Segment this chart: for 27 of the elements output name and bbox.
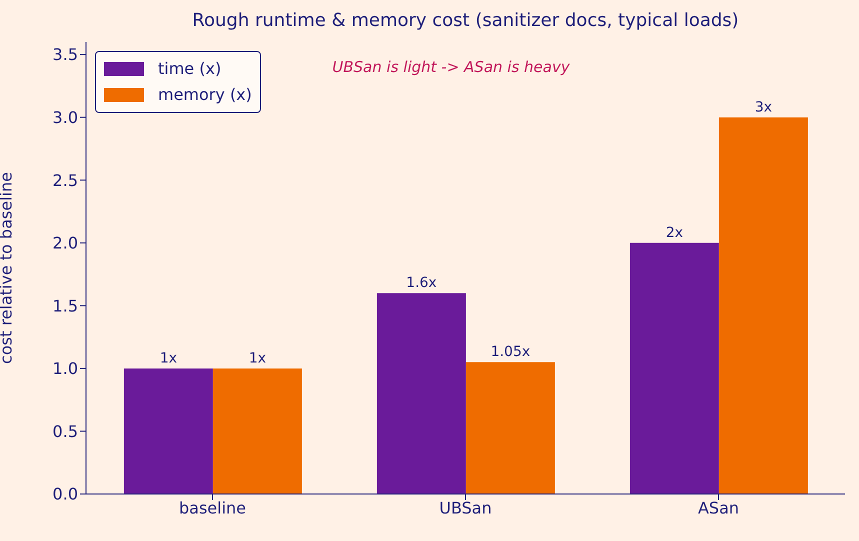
x-tick-label: baseline (178, 498, 246, 518)
y-tick-label: 0.0 (52, 484, 78, 504)
data-label: 2x (666, 224, 684, 241)
data-label: 1.6x (406, 275, 437, 292)
chart-title: Rough runtime & memory cost (sanitizer docs, typical loads) (191, 10, 740, 31)
y-tick-label: 2.5 (52, 170, 78, 190)
data-label: 3x (754, 99, 772, 116)
annotation: UBSan is light -> ASan is heavy (331, 58, 571, 76)
bar (630, 242, 719, 494)
x-tick-label: ASan (698, 498, 740, 518)
y-tick-label: 3.5 (52, 45, 78, 64)
x-tick-label: UBSan (439, 498, 492, 518)
data-label: 1.05x (490, 344, 530, 360)
y-tick-label: 2.0 (52, 234, 78, 253)
y-tick-label: 1.0 (52, 359, 78, 378)
y-tick-label: 1.5 (52, 296, 78, 316)
data-label: 1x (160, 350, 178, 366)
data-label: 1x (248, 350, 266, 366)
legend-label: time (x) (158, 58, 222, 80)
bar (466, 362, 555, 494)
bar (212, 368, 302, 494)
bar (718, 117, 808, 494)
legend-label: memory (x) (158, 84, 252, 106)
y-tick-label: 3.0 (52, 108, 78, 128)
y-tick-label: 0.5 (52, 422, 78, 441)
bar (124, 368, 213, 494)
bar (376, 293, 466, 494)
